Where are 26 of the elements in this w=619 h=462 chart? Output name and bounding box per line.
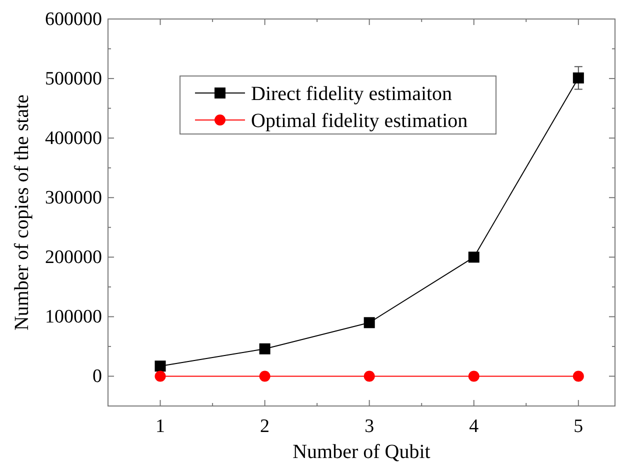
point	[154, 360, 166, 372]
x-tick-label: 3	[364, 416, 374, 437]
point	[154, 370, 166, 382]
point	[468, 370, 480, 382]
y-tick-label: 100000	[45, 306, 102, 328]
point	[364, 370, 375, 382]
point	[364, 317, 375, 328]
x-tick-label: 2	[260, 416, 270, 437]
y-tick-label: 400000	[45, 128, 102, 150]
point	[259, 370, 270, 382]
x-tick-label: 1	[156, 416, 166, 437]
x-tick-label: 4	[469, 416, 480, 437]
y-tick-label: 0	[92, 366, 102, 388]
legend-label: Direct fidelity estimaiton	[251, 83, 452, 105]
legend-label: Optimal fidelity estimation	[251, 110, 468, 132]
point	[572, 72, 584, 84]
point	[259, 343, 270, 354]
point	[572, 370, 584, 382]
y-tick-label: 300000	[45, 188, 102, 209]
y-tick-label: 600000	[45, 9, 102, 30]
point	[468, 252, 480, 263]
y-tick-label: 200000	[45, 247, 102, 268]
y-axis-title: Number of copies of the state	[11, 94, 33, 331]
x-tick-label: 5	[574, 416, 584, 437]
y-tick-label: 500000	[45, 68, 102, 90]
x-axis-title: Number of Qubit	[292, 441, 431, 462]
